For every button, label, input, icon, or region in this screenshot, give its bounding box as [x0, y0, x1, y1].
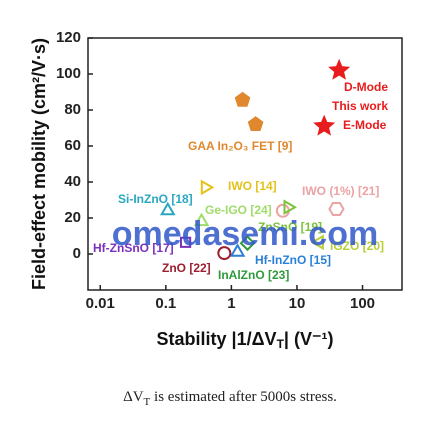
marker	[328, 58, 351, 80]
y-tick-label: 0	[73, 245, 81, 262]
marker	[328, 201, 345, 217]
y-tick-label: 20	[64, 209, 81, 226]
caption-part: ΔV	[123, 389, 144, 405]
y-tick-label: 100	[56, 65, 81, 82]
series-label: ZnSnO [19]	[258, 220, 322, 234]
y-tick-label: 60	[64, 137, 81, 154]
marker	[283, 199, 298, 215]
x-tick-label: 0.01	[86, 295, 115, 312]
marker	[247, 116, 264, 132]
y-tick-label: 80	[64, 101, 81, 118]
series-label: E-Mode	[343, 118, 387, 132]
x-tick-label: 10	[289, 295, 306, 312]
plot-frame	[87, 37, 403, 291]
caption-part: is estimated after 5000s stress.	[150, 389, 337, 405]
series-label: D-Mode	[344, 80, 388, 94]
x-label-part: | (V⁻¹)	[284, 329, 334, 349]
caption: ΔVT is estimated after 5000s stress.	[123, 389, 337, 407]
marker	[234, 91, 251, 107]
series-label: Ge-IGO [24]	[205, 203, 272, 217]
annotation: This work	[332, 99, 388, 113]
series-label: ZnO [22]	[162, 261, 211, 275]
y-tick-label: 120	[56, 29, 81, 46]
x-tick-label: 1	[227, 295, 235, 312]
x-axis-label: Stability |1/ΔVT| (V⁻¹)	[157, 329, 334, 351]
series-label: InAlZnO [23]	[218, 268, 289, 282]
watermark: omedasemi.com	[112, 215, 378, 253]
marker	[229, 243, 246, 257]
marker	[159, 201, 176, 216]
y-tick-label: 40	[64, 173, 81, 190]
series-label: IGZO [20]	[330, 239, 384, 253]
marker	[310, 234, 324, 251]
series-label: Hf-ZnSnO [17]	[93, 241, 174, 255]
marker	[217, 246, 232, 261]
series-label: Si-InZnO [18]	[118, 192, 193, 206]
marker	[313, 114, 336, 136]
series-label: IWO [14]	[228, 179, 277, 193]
marker	[179, 236, 192, 248]
y-axis-label: Field-effect mobility (cm²/V·s)	[29, 38, 49, 290]
caption-sub: T	[144, 396, 151, 408]
marker	[193, 212, 210, 227]
x-label-sub: T	[277, 337, 285, 351]
series-label: IWO (1%) [21]	[302, 184, 379, 198]
series-label: Hf-InZnO [15]	[255, 253, 331, 267]
marker	[239, 235, 256, 252]
x-tick-label: 0.1	[155, 295, 176, 312]
marker	[200, 179, 215, 196]
x-tick-label: 100	[350, 295, 375, 312]
series-label: GAA In₂O₃ FET [9]	[188, 139, 292, 153]
x-label-part: Stability |1/ΔV	[157, 329, 277, 349]
